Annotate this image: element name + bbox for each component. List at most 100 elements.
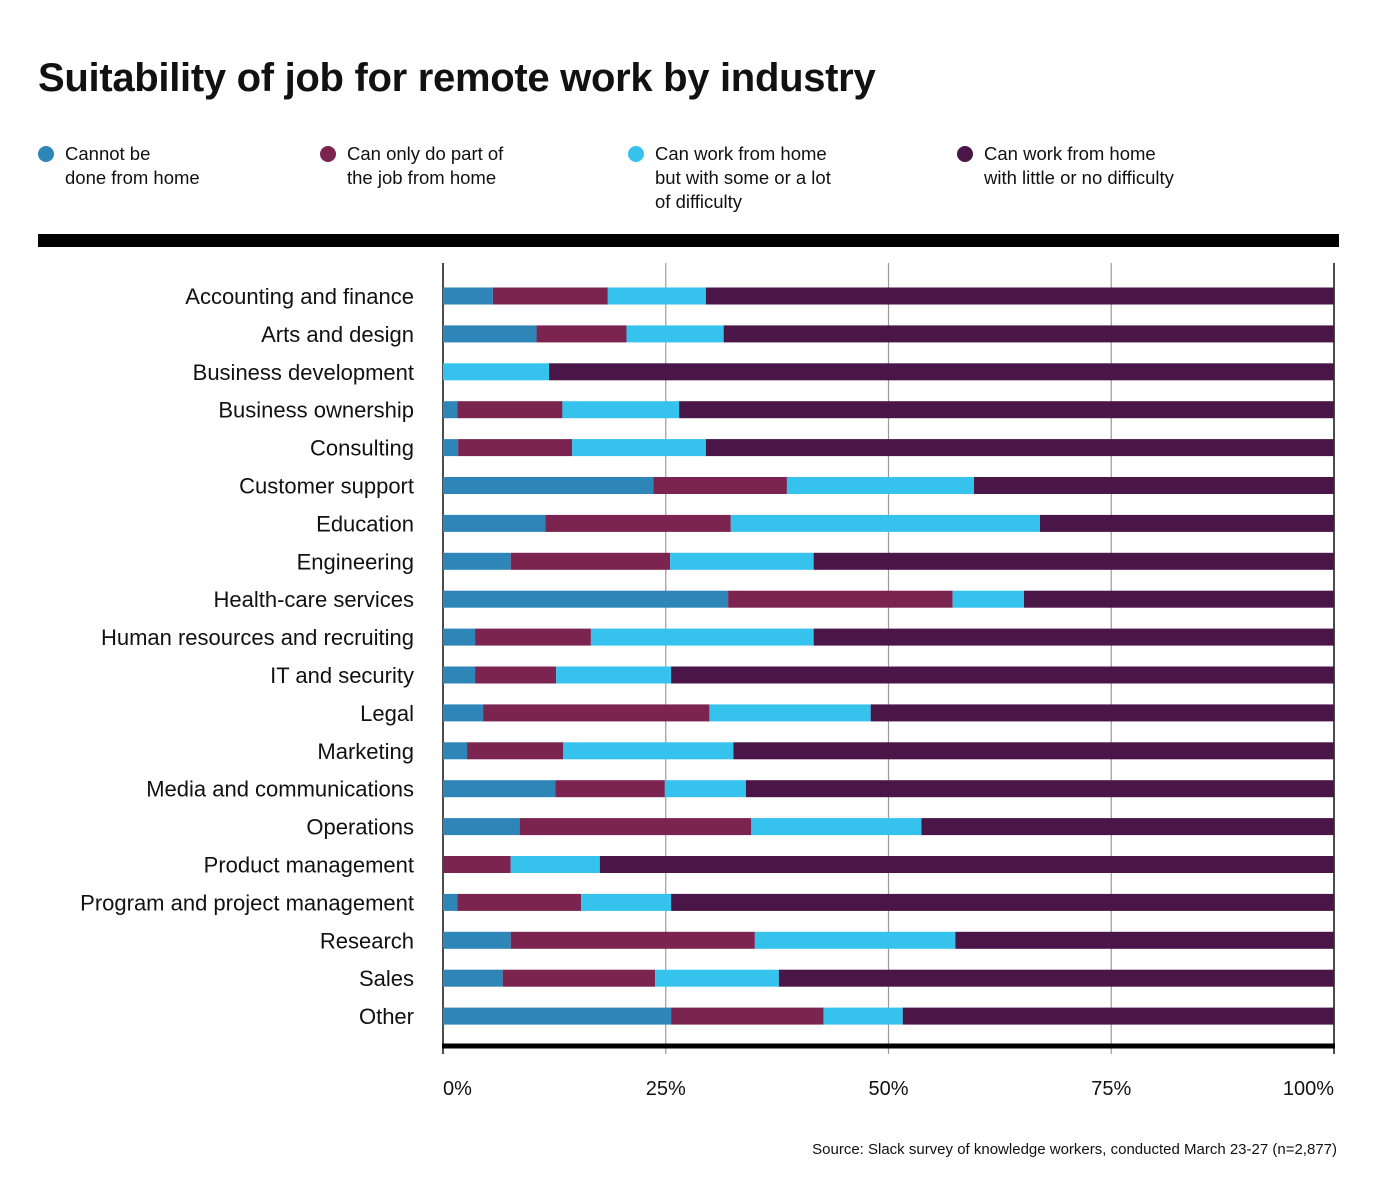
category-label: Other	[359, 1004, 414, 1029]
bar-segment	[443, 780, 556, 798]
legend-swatch-easy	[957, 146, 973, 162]
bar-segment	[813, 628, 1334, 646]
header-divider	[38, 234, 1339, 247]
bar-segment	[952, 590, 1024, 608]
bar-segment	[955, 931, 1334, 949]
category-label: Arts and design	[261, 322, 414, 347]
bar-segment	[536, 325, 627, 343]
bar-segment	[671, 893, 1334, 911]
x-tick-label: 25%	[646, 1078, 686, 1100]
bar-segment	[670, 552, 814, 570]
bar-segment	[1039, 514, 1334, 532]
category-label: Health-care services	[213, 587, 414, 612]
bar-segment	[443, 628, 476, 646]
category-label: Human resources and recruiting	[101, 625, 414, 650]
bar-segment	[443, 742, 468, 760]
legend-label-easy: Can work from home with little or no dif…	[984, 143, 1174, 188]
bar-segment	[502, 969, 656, 987]
category-label: Product management	[204, 853, 414, 878]
bar-segment	[709, 704, 871, 722]
bar-segment	[705, 439, 1334, 457]
bar-segment	[655, 969, 779, 987]
bar-segment	[443, 590, 729, 608]
x-tick-label: 50%	[868, 1078, 908, 1100]
bar-segment	[443, 666, 476, 684]
category-label: Marketing	[317, 739, 414, 764]
bar-segment	[745, 780, 1334, 798]
bar-segment	[599, 856, 1334, 873]
bar-segment	[555, 780, 665, 798]
category-label: Business ownership	[218, 398, 414, 423]
bar-segment	[492, 287, 608, 305]
bar-segment	[733, 742, 1334, 760]
bar-segment	[626, 325, 724, 343]
bar-segment	[581, 893, 672, 911]
bar-segment	[467, 742, 564, 760]
bar-segment	[443, 704, 484, 722]
source-note: Source: Slack survey of knowledge worker…	[812, 1141, 1337, 1158]
bar-segment	[443, 893, 458, 911]
bar-segment	[549, 363, 1334, 381]
category-label: Business development	[193, 360, 414, 385]
bar-segment	[562, 401, 680, 419]
category-label: Education	[316, 511, 414, 536]
category-label: Program and project management	[80, 890, 414, 915]
legend-label-cannot: Cannot be done from home	[65, 143, 200, 188]
bar-segment	[556, 666, 672, 684]
bar-segment	[545, 514, 731, 532]
bar-segment	[751, 818, 922, 836]
category-label: Research	[320, 928, 414, 953]
bar-segment	[786, 477, 975, 494]
bar-segment	[653, 477, 787, 494]
bar-segment	[813, 552, 1334, 570]
x-tick-label: 100%	[1283, 1078, 1334, 1100]
bar-segment	[443, 287, 493, 305]
bar-segment	[475, 628, 591, 646]
bar-segment	[458, 439, 573, 457]
category-label: Accounting and finance	[185, 284, 414, 309]
bar-segment	[510, 552, 671, 570]
bar-segment	[443, 856, 511, 873]
bar-segment	[974, 477, 1334, 494]
bar-segment	[443, 818, 520, 836]
legend-swatch-part	[320, 146, 336, 162]
bar-segment	[671, 666, 1334, 684]
legend-label-difficulty: Can work from home but with some or a lo…	[655, 143, 831, 212]
category-label: Media and communications	[146, 777, 414, 802]
category-label: Operations	[306, 815, 414, 840]
bar-segment	[457, 893, 582, 911]
legend-swatch-difficulty	[628, 146, 644, 162]
category-label: Customer support	[239, 474, 414, 499]
bar-segment	[443, 325, 537, 343]
bar-segment	[671, 1007, 824, 1025]
bar-segment	[443, 514, 546, 532]
bar-segment	[510, 931, 755, 949]
bar-segment	[483, 704, 710, 722]
bar-segment	[607, 287, 706, 305]
x-tick-label: 75%	[1091, 1078, 1131, 1100]
bar-segment	[443, 969, 503, 987]
bar-segment	[563, 742, 734, 760]
bar-segment	[519, 818, 752, 836]
bar-segment	[443, 1007, 672, 1025]
bar-segment	[730, 514, 1040, 532]
bar-segment	[723, 325, 1334, 343]
bar-segment	[457, 401, 563, 419]
legend-label-part: Can only do part of the job from home	[347, 143, 504, 188]
x-tick-label: 0%	[443, 1078, 472, 1100]
bar-segment	[679, 401, 1334, 419]
bar-segment	[443, 552, 511, 570]
bar-segment	[572, 439, 706, 457]
bar-segment	[664, 780, 746, 798]
category-label: Engineering	[297, 549, 414, 574]
bar-segment	[823, 1007, 903, 1025]
category-label: IT and security	[270, 663, 414, 688]
bar-segment	[705, 287, 1334, 305]
bar-segment	[443, 439, 459, 457]
legend: Cannot be done from home Can only do par…	[0, 0, 1378, 230]
category-label: Legal	[360, 701, 414, 726]
bar-segment	[754, 931, 956, 949]
bar-segment	[870, 704, 1334, 722]
bar-segment	[475, 666, 557, 684]
